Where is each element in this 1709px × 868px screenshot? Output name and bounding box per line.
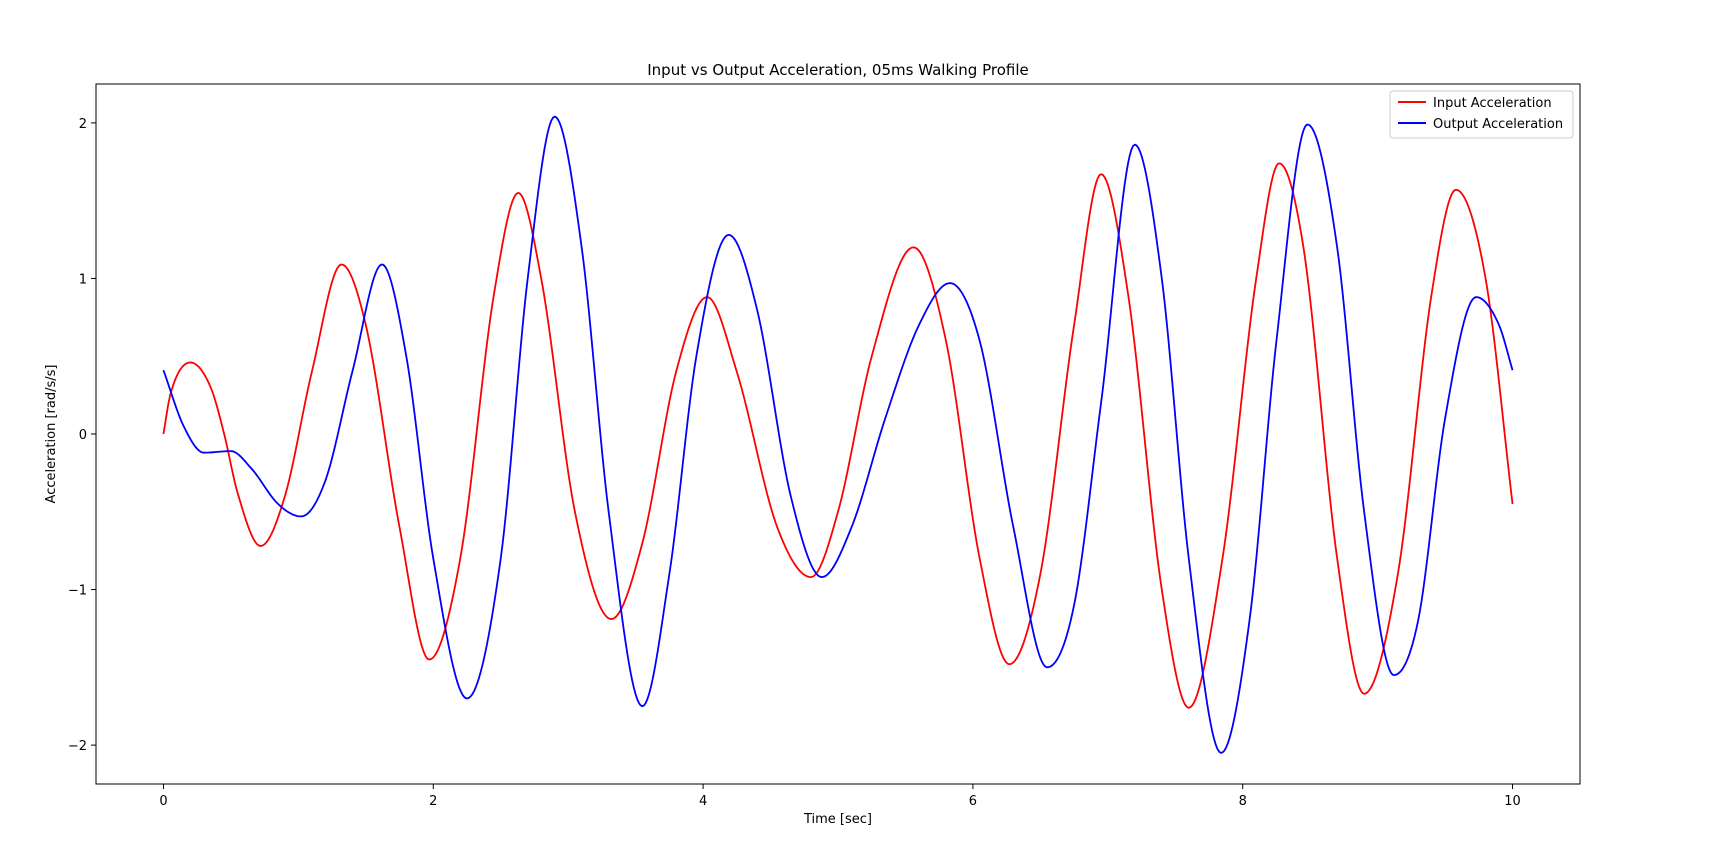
x-axis-label: Time [sec] xyxy=(803,812,872,827)
y-tick-label: 1 xyxy=(79,272,87,287)
series-layer xyxy=(162,115,1514,754)
y-tick-label: 2 xyxy=(79,117,87,132)
y-axis-label: Acceleration [rad/s/s] xyxy=(44,365,59,504)
series-line-output-acceleration xyxy=(162,115,1514,754)
x-tick-label: 4 xyxy=(699,794,707,809)
x-axis-ticks: 0 2 4 6 8 10 xyxy=(159,784,1521,809)
y-tick-label: −2 xyxy=(68,739,87,754)
legend: Input Acceleration Output Acceleration xyxy=(1389,90,1574,139)
chart-title: Input vs Output Acceleration, 05ms Walki… xyxy=(647,61,1029,79)
x-tick-label: 6 xyxy=(969,794,977,809)
series-line-input-acceleration xyxy=(162,162,1514,709)
x-tick-label: 8 xyxy=(1239,794,1247,809)
legend-box xyxy=(1389,90,1574,139)
y-tick-label: 0 xyxy=(79,428,87,443)
legend-label-output-acceleration: Output Acceleration xyxy=(1433,117,1563,132)
y-axis-ticks: −2 −1 0 1 2 xyxy=(68,117,96,754)
x-tick-label: 10 xyxy=(1504,794,1521,809)
x-tick-label: 2 xyxy=(429,794,437,809)
x-tick-label: 0 xyxy=(159,794,167,809)
y-tick-label: −1 xyxy=(68,584,87,599)
legend-label-input-acceleration: Input Acceleration xyxy=(1433,96,1552,111)
